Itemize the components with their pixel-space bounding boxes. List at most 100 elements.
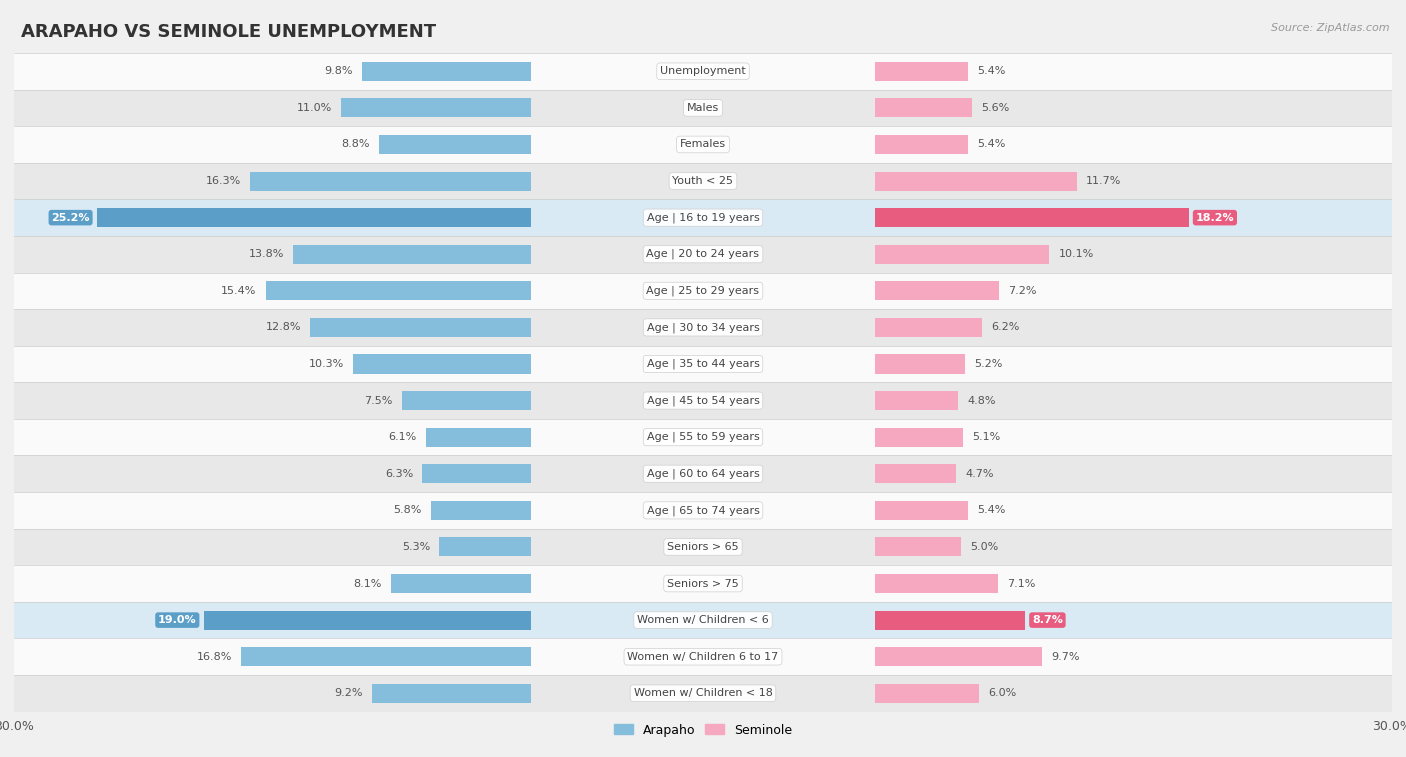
Text: Males: Males xyxy=(688,103,718,113)
Text: Age | 45 to 54 years: Age | 45 to 54 years xyxy=(647,395,759,406)
Text: Women w/ Children 6 to 17: Women w/ Children 6 to 17 xyxy=(627,652,779,662)
Text: Age | 16 to 19 years: Age | 16 to 19 years xyxy=(647,213,759,223)
Bar xyxy=(14,236,1392,273)
Bar xyxy=(353,354,531,373)
Bar xyxy=(875,501,969,520)
Bar xyxy=(875,428,963,447)
Bar xyxy=(14,456,1392,492)
Bar xyxy=(242,647,531,666)
Bar xyxy=(266,282,531,301)
Text: 5.4%: 5.4% xyxy=(977,139,1005,149)
Bar xyxy=(14,163,1392,199)
Bar xyxy=(14,565,1392,602)
Bar xyxy=(204,611,531,630)
Text: 5.2%: 5.2% xyxy=(974,359,1002,369)
Bar xyxy=(875,98,972,117)
Text: Age | 35 to 44 years: Age | 35 to 44 years xyxy=(647,359,759,369)
Text: 10.3%: 10.3% xyxy=(309,359,344,369)
Bar xyxy=(402,391,531,410)
Text: 9.2%: 9.2% xyxy=(335,688,363,698)
Text: 16.3%: 16.3% xyxy=(205,176,240,186)
Bar xyxy=(430,501,531,520)
Text: 11.0%: 11.0% xyxy=(297,103,332,113)
Text: Unemployment: Unemployment xyxy=(661,67,745,76)
Bar xyxy=(14,382,1392,419)
Bar xyxy=(292,245,531,263)
Bar xyxy=(14,492,1392,528)
Text: 16.8%: 16.8% xyxy=(197,652,232,662)
Legend: Arapaho, Seminole: Arapaho, Seminole xyxy=(609,718,797,742)
Text: 4.7%: 4.7% xyxy=(966,469,994,478)
Bar xyxy=(875,354,965,373)
Text: Youth < 25: Youth < 25 xyxy=(672,176,734,186)
Bar xyxy=(422,464,531,483)
Bar xyxy=(373,684,531,702)
Bar xyxy=(875,135,969,154)
Text: Age | 25 to 29 years: Age | 25 to 29 years xyxy=(647,285,759,296)
Bar xyxy=(875,318,981,337)
Bar xyxy=(14,273,1392,309)
Text: Age | 30 to 34 years: Age | 30 to 34 years xyxy=(647,322,759,332)
Text: Source: ZipAtlas.com: Source: ZipAtlas.com xyxy=(1271,23,1389,33)
Bar xyxy=(875,172,1077,191)
Bar xyxy=(875,245,1049,263)
Text: Age | 65 to 74 years: Age | 65 to 74 years xyxy=(647,505,759,516)
Bar xyxy=(875,282,1000,301)
Bar xyxy=(14,89,1392,126)
Text: 12.8%: 12.8% xyxy=(266,322,301,332)
Bar xyxy=(361,62,531,81)
Text: 13.8%: 13.8% xyxy=(249,249,284,259)
Bar xyxy=(875,391,957,410)
Bar xyxy=(875,647,1042,666)
Text: 5.0%: 5.0% xyxy=(970,542,998,552)
Text: Seniors > 65: Seniors > 65 xyxy=(668,542,738,552)
Text: Seniors > 75: Seniors > 75 xyxy=(666,578,740,588)
Bar xyxy=(875,684,979,702)
Text: 7.5%: 7.5% xyxy=(364,396,392,406)
Bar xyxy=(14,309,1392,346)
Text: Age | 20 to 24 years: Age | 20 to 24 years xyxy=(647,249,759,260)
Bar xyxy=(14,675,1392,712)
Text: Women w/ Children < 18: Women w/ Children < 18 xyxy=(634,688,772,698)
Text: 5.6%: 5.6% xyxy=(981,103,1010,113)
Text: 8.7%: 8.7% xyxy=(1032,615,1063,625)
Text: Age | 60 to 64 years: Age | 60 to 64 years xyxy=(647,469,759,479)
Bar xyxy=(875,611,1025,630)
Bar xyxy=(342,98,531,117)
Text: 6.3%: 6.3% xyxy=(385,469,413,478)
Text: 8.1%: 8.1% xyxy=(354,578,382,588)
Bar xyxy=(426,428,531,447)
Bar xyxy=(875,464,956,483)
Text: 15.4%: 15.4% xyxy=(221,286,256,296)
Text: ARAPAHO VS SEMINOLE UNEMPLOYMENT: ARAPAHO VS SEMINOLE UNEMPLOYMENT xyxy=(21,23,436,41)
Bar xyxy=(14,126,1392,163)
Bar xyxy=(14,346,1392,382)
Text: 8.8%: 8.8% xyxy=(342,139,370,149)
Text: 5.4%: 5.4% xyxy=(977,506,1005,516)
Bar xyxy=(14,419,1392,456)
Bar xyxy=(391,574,531,593)
Bar xyxy=(14,602,1392,638)
Text: 19.0%: 19.0% xyxy=(157,615,197,625)
Bar xyxy=(250,172,531,191)
Bar xyxy=(875,537,962,556)
Bar xyxy=(875,574,997,593)
Text: 4.8%: 4.8% xyxy=(967,396,995,406)
Bar xyxy=(14,638,1392,675)
Bar xyxy=(14,53,1392,89)
Text: Females: Females xyxy=(681,139,725,149)
Text: Women w/ Children < 6: Women w/ Children < 6 xyxy=(637,615,769,625)
Text: 18.2%: 18.2% xyxy=(1195,213,1234,223)
Text: 9.7%: 9.7% xyxy=(1052,652,1080,662)
Bar xyxy=(875,208,1188,227)
Bar xyxy=(380,135,531,154)
Bar xyxy=(311,318,531,337)
Text: 6.2%: 6.2% xyxy=(991,322,1019,332)
Text: 10.1%: 10.1% xyxy=(1059,249,1094,259)
Text: 7.1%: 7.1% xyxy=(1007,578,1035,588)
Text: 6.0%: 6.0% xyxy=(988,688,1017,698)
Text: 5.8%: 5.8% xyxy=(394,506,422,516)
Text: 7.2%: 7.2% xyxy=(1008,286,1038,296)
Bar xyxy=(14,528,1392,565)
Text: 5.3%: 5.3% xyxy=(402,542,430,552)
